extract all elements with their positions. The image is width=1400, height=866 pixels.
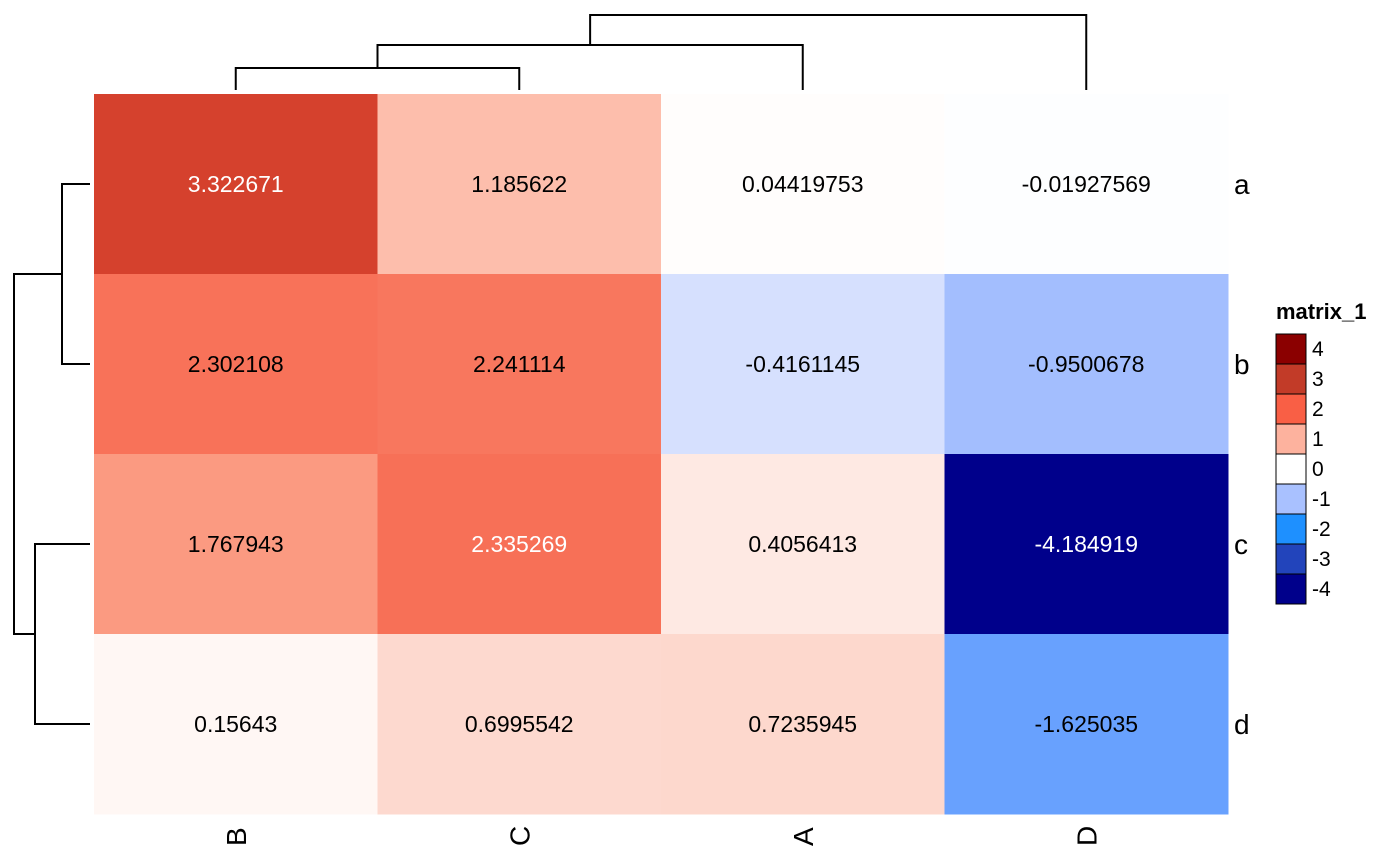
legend-swatch <box>1275 543 1307 575</box>
cell-value-label: -0.9500678 <box>1028 351 1144 377</box>
legend-tick-label: 1 <box>1312 428 1324 451</box>
legend-title: matrix_1 <box>1276 299 1367 324</box>
heatmap-cell <box>661 454 945 635</box>
heatmap-cell <box>377 94 662 275</box>
cell-value-label: 0.04419753 <box>742 171 864 197</box>
column-dendrogram <box>234 14 1088 90</box>
cell-value-label: 2.302108 <box>188 351 284 377</box>
dendrogram-branch <box>61 183 90 365</box>
cell-value-label: -1.625035 <box>1034 711 1138 737</box>
legend-tick-label: -4 <box>1312 578 1331 601</box>
heatmap-cell <box>661 274 945 455</box>
cell-value-label: 3.322671 <box>188 171 284 197</box>
row-label: b <box>1234 349 1250 380</box>
legend-tick-label: -2 <box>1312 518 1331 541</box>
column-label: B <box>221 827 252 846</box>
cell-value-label: 0.6995542 <box>465 711 574 737</box>
row-dendrogram <box>13 183 90 725</box>
legend-swatch <box>1275 513 1307 545</box>
color-legend: matrix_1 4 3 2 1 0 -1 -2 -3 -4 <box>1275 299 1367 605</box>
cell-value-label: 2.335269 <box>471 531 567 557</box>
heatmap-cell <box>377 274 662 455</box>
legend-tick-label: 3 <box>1312 368 1324 391</box>
dendrogram-branch <box>13 273 62 635</box>
legend-swatch <box>1275 393 1307 425</box>
cell-value-label: -0.4161145 <box>745 351 860 377</box>
cell-value-label: -0.01927569 <box>1022 171 1151 197</box>
heatmap-cell <box>944 454 1229 635</box>
column-label: C <box>504 826 535 846</box>
legend-swatch <box>1275 423 1307 455</box>
heatmap-cell <box>661 94 945 275</box>
heatmap-cell <box>944 94 1229 275</box>
heatmap-cell <box>944 274 1229 455</box>
legend-tick-label: 4 <box>1312 338 1324 361</box>
legend-swatch <box>1275 333 1307 365</box>
cell-value-label: 0.4056413 <box>748 531 857 557</box>
heatmap-cell <box>94 454 378 635</box>
dendrogram-branch <box>234 67 521 90</box>
cell-value-label: -4.184919 <box>1034 531 1138 557</box>
column-label: A <box>788 827 819 846</box>
legend-swatch <box>1275 363 1307 395</box>
cell-value-label: 0.7235945 <box>748 711 857 737</box>
cell-value-label: 1.185622 <box>471 171 567 197</box>
heatmap-cell <box>94 634 378 815</box>
cell-value-label: 2.241114 <box>473 351 566 377</box>
legend-tick-label: 0 <box>1312 458 1324 481</box>
legend-swatch <box>1275 453 1307 485</box>
heatmap-cells: 3.322671 1.185622 0.04419753 -0.01927569 2.3… <box>94 94 1229 815</box>
heatmap-cell <box>94 274 378 455</box>
legend-tick-label: 2 <box>1312 398 1324 421</box>
heatmap-cell <box>377 454 662 635</box>
row-label: c <box>1234 529 1248 560</box>
row-labels: a b c d <box>1234 169 1250 740</box>
legend-swatch <box>1275 573 1307 605</box>
cell-value-label: 0.15643 <box>194 711 277 737</box>
legend-tick-label: -3 <box>1312 548 1331 571</box>
heatmap-cell <box>661 634 945 815</box>
dendrogram-branch <box>34 543 90 725</box>
heatmap-cell <box>94 94 378 275</box>
cell-value-label: 1.767943 <box>188 531 284 557</box>
legend-tick-label: -1 <box>1312 488 1331 511</box>
heatmap-cell <box>377 634 662 815</box>
column-label: D <box>1071 826 1102 846</box>
heatmap-cell <box>944 634 1229 815</box>
legend-swatch <box>1275 483 1307 515</box>
dendrogram-branch <box>589 14 1088 90</box>
row-label: a <box>1234 169 1250 200</box>
row-label: d <box>1234 709 1250 740</box>
